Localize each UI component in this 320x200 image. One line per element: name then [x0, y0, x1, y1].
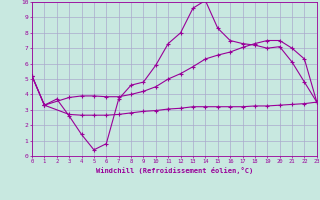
X-axis label: Windchill (Refroidissement éolien,°C): Windchill (Refroidissement éolien,°C)	[96, 167, 253, 174]
